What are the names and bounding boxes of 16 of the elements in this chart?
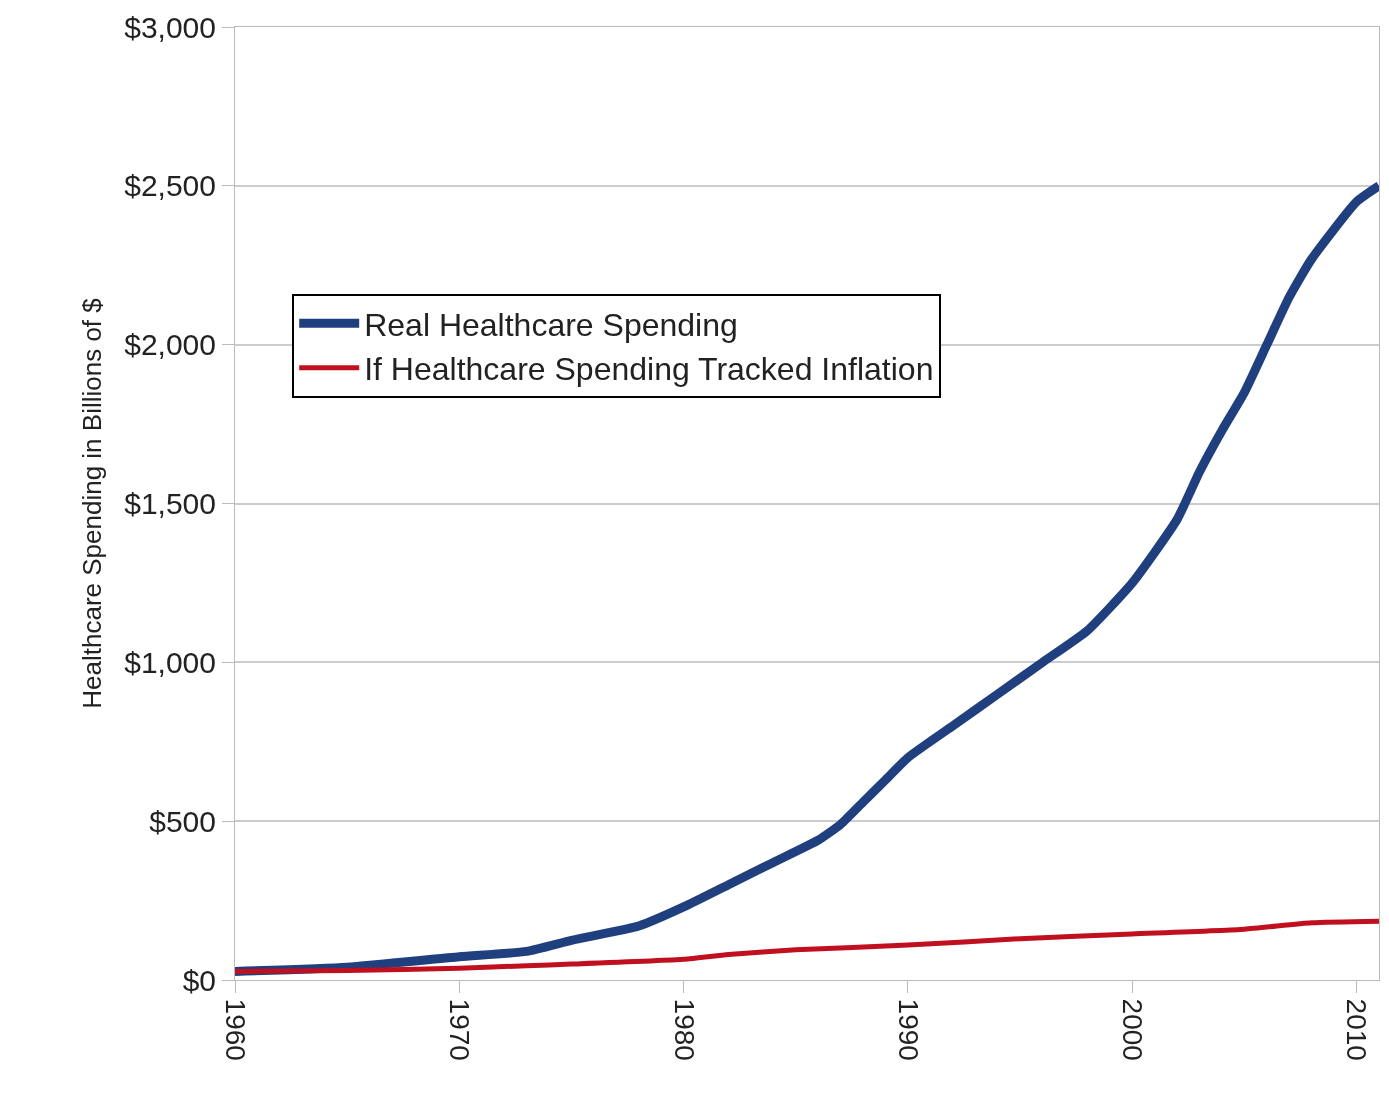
y-tick-label: $3,000 — [124, 10, 216, 44]
x-tick-label: 1990 — [892, 998, 924, 1061]
x-tick-label: 1970 — [444, 998, 476, 1061]
x-tick-label: 2010 — [1341, 998, 1373, 1061]
legend-label: If Healthcare Spending Tracked Inflation — [364, 351, 934, 388]
legend-label: Real Healthcare Spending — [364, 306, 738, 343]
y-tick-label: $500 — [149, 804, 216, 838]
x-tick-label: 2000 — [1117, 998, 1149, 1061]
y-tick-label: $2,000 — [124, 328, 216, 362]
y-tick-label: $1,500 — [124, 487, 216, 520]
x-tick-label: 1980 — [668, 998, 700, 1061]
y-tick-label: $0 — [182, 963, 216, 997]
y-tick-label: $1,000 — [124, 645, 216, 679]
x-tick-label: 1960 — [219, 998, 251, 1061]
y-tick-label: $2,500 — [124, 169, 216, 203]
y-axis-title: Healthcare Spending in Billions of $ — [76, 297, 107, 709]
